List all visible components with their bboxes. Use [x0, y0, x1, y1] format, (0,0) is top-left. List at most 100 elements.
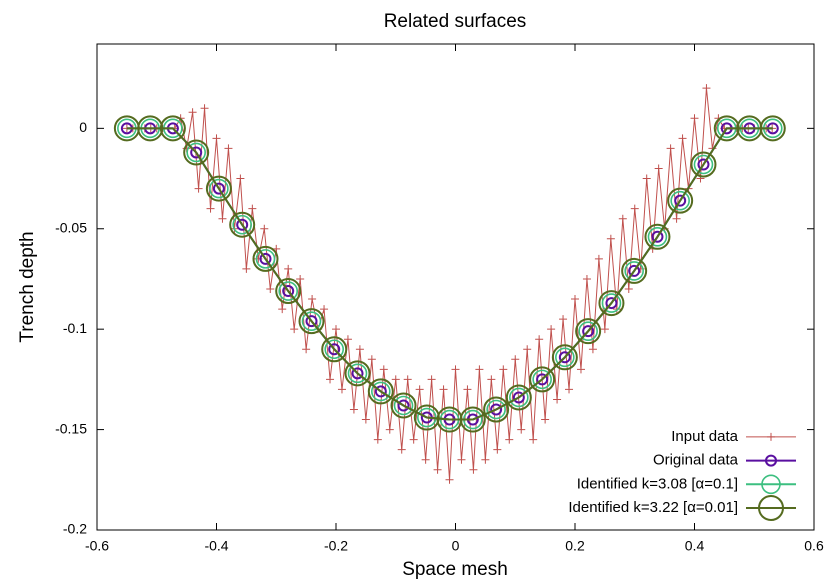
point — [690, 114, 699, 123]
point — [321, 336, 348, 363]
point — [367, 378, 394, 405]
point — [759, 115, 786, 142]
point — [242, 264, 251, 273]
legend-label: Identified k=3.22 [α=0.01] — [568, 499, 738, 516]
point — [529, 366, 556, 393]
point — [605, 297, 618, 310]
point — [559, 315, 568, 324]
point — [320, 305, 329, 314]
x-tick-label: 0.4 — [685, 538, 705, 554]
point — [421, 455, 430, 464]
legend-marker — [765, 454, 777, 467]
point — [601, 293, 622, 313]
point — [606, 234, 615, 243]
point — [344, 360, 371, 387]
point — [259, 252, 272, 265]
point — [206, 204, 215, 213]
series-line — [126, 127, 773, 421]
x-tick-label: -0.6 — [85, 538, 109, 554]
point — [486, 399, 506, 420]
point — [558, 351, 571, 364]
point — [693, 154, 714, 175]
point — [553, 395, 562, 404]
point — [252, 245, 279, 272]
point — [183, 139, 210, 166]
point — [248, 204, 257, 213]
point — [651, 230, 664, 243]
point — [621, 257, 648, 284]
point — [672, 214, 681, 223]
point — [403, 375, 412, 384]
point — [212, 134, 221, 143]
point — [385, 425, 394, 434]
point — [349, 405, 358, 414]
point — [578, 321, 598, 341]
point — [343, 335, 352, 344]
point — [367, 355, 376, 364]
point — [379, 365, 388, 374]
point — [576, 365, 585, 374]
point — [301, 311, 322, 331]
point — [628, 264, 641, 277]
point — [654, 164, 663, 173]
point — [697, 158, 710, 171]
point — [332, 325, 340, 334]
point — [209, 178, 229, 199]
point — [361, 415, 370, 424]
point — [702, 84, 711, 93]
point — [575, 318, 602, 345]
point — [190, 146, 203, 159]
legend-label: Identified k=3.08 [α=0.1] — [577, 475, 738, 492]
point — [298, 308, 325, 335]
y-tick-label: -0.15 — [55, 420, 87, 436]
point — [290, 325, 299, 334]
point — [536, 373, 549, 386]
point — [397, 445, 406, 454]
point — [397, 399, 410, 412]
point — [618, 214, 627, 223]
series-line — [126, 127, 773, 421]
point — [282, 285, 295, 298]
point — [499, 365, 508, 374]
point — [541, 415, 550, 424]
point — [588, 345, 597, 354]
point — [355, 345, 364, 354]
point — [308, 295, 317, 304]
legend-marker — [758, 495, 784, 521]
point — [296, 274, 305, 283]
point — [278, 281, 299, 301]
point — [487, 375, 496, 384]
point — [324, 339, 345, 360]
point — [505, 435, 514, 444]
point — [678, 134, 687, 143]
point — [326, 375, 335, 384]
point — [624, 261, 644, 281]
point — [390, 392, 417, 419]
x-tick-label: -0.2 — [324, 538, 348, 554]
point — [490, 403, 503, 416]
point — [571, 295, 579, 304]
point — [598, 290, 625, 317]
point — [391, 375, 400, 384]
point — [493, 445, 502, 454]
point — [236, 218, 249, 231]
x-tick-label: 0.2 — [565, 538, 585, 554]
y-tick-label: -0.1 — [63, 320, 87, 336]
point — [582, 325, 595, 338]
point — [670, 190, 690, 211]
point — [644, 223, 671, 250]
point — [224, 144, 233, 153]
point — [529, 435, 538, 444]
point — [690, 151, 717, 178]
point — [229, 211, 256, 238]
point — [302, 345, 311, 354]
point — [347, 363, 368, 384]
point — [642, 174, 651, 183]
point — [535, 335, 544, 344]
series-line — [126, 127, 773, 421]
point — [463, 385, 472, 394]
x-axis-label: Space mesh — [402, 559, 508, 580]
point — [512, 391, 525, 404]
point — [483, 396, 510, 423]
